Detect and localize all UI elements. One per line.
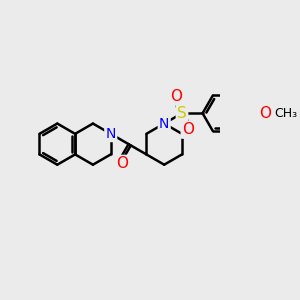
Text: O: O: [116, 156, 128, 171]
Text: CH₃: CH₃: [274, 107, 298, 120]
Text: S: S: [177, 106, 187, 121]
Text: N: N: [159, 117, 169, 130]
Text: O: O: [182, 122, 194, 137]
Text: N: N: [106, 127, 116, 141]
Text: O: O: [170, 89, 182, 104]
Text: O: O: [259, 106, 271, 121]
